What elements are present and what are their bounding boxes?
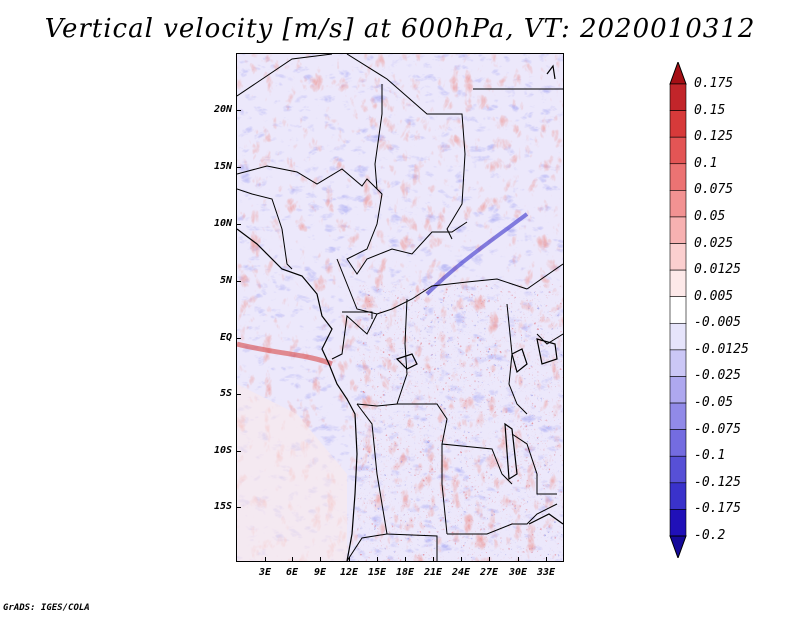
colorbar-swatch [669, 349, 687, 377]
colorbar-swatch [669, 216, 687, 244]
lon-label-12e: 12E [339, 567, 359, 578]
lon-label-15e: 15E [367, 567, 387, 578]
colorbar-swatch [669, 402, 687, 430]
lat-label-5s: 5S [219, 388, 232, 399]
convective-downdrafts [357, 284, 563, 561]
lon-tick [546, 557, 547, 562]
map-panel [236, 53, 564, 562]
colorbar-swatch [669, 243, 687, 271]
colorbar-label: 0.075 [694, 182, 734, 198]
lon-label-3e: 3E [258, 567, 272, 578]
colorbar-min-arrow [669, 535, 687, 558]
colorbar-label: -0.005 [694, 315, 741, 331]
colorbar [669, 62, 687, 558]
lat-tick [236, 224, 241, 225]
lon-label-24e: 24E [451, 567, 471, 578]
colorbar-swatch [669, 190, 687, 218]
colorbar-swatch [669, 269, 687, 298]
colorbar-label: 0.1 [694, 155, 718, 171]
lon-tick [265, 557, 266, 562]
lon-tick [518, 557, 519, 562]
lon-label-21e: 21E [423, 567, 443, 578]
lon-tick [489, 557, 490, 562]
colorbar-label: 0.005 [694, 288, 734, 304]
lat-label-15n: 15N [213, 161, 232, 172]
chart-title: Vertical velocity [m/s] at 600hPa, VT: 2… [44, 14, 756, 44]
lon-tick [292, 557, 293, 562]
coastline [237, 64, 563, 561]
colorbar-swatch [669, 509, 687, 537]
equatorial-band [237, 341, 333, 367]
lon-label-27e: 27E [479, 567, 499, 578]
lon-label-9e: 9E [313, 567, 327, 578]
credit-label: GrADS: IGES/COLA [3, 603, 90, 613]
vertical-velocity-field [237, 54, 563, 561]
colorbar-swatch [669, 429, 687, 457]
colorbar-swatch [669, 136, 687, 165]
lon-label-6e: 6E [285, 567, 299, 578]
colorbar-swatch [669, 376, 687, 404]
lat-tick [236, 338, 241, 339]
lon-label-18e: 18E [395, 567, 415, 578]
lat-tick [236, 507, 241, 508]
lon-tick [461, 557, 462, 562]
colorbar-label: -0.0125 [694, 341, 749, 357]
lat-tick [236, 167, 241, 168]
lon-tick [377, 557, 378, 562]
lat-label-5n: 5N [219, 275, 232, 286]
lat-tick [236, 110, 241, 111]
lon-tick [320, 557, 321, 562]
colorbar-label: -0.075 [694, 421, 741, 437]
colorbar-swatch [669, 322, 687, 351]
lat-label-eq: EQ [219, 332, 232, 343]
colorbar-swatch [669, 296, 687, 324]
colorbar-label: -0.1 [694, 448, 726, 464]
lon-tick [349, 557, 350, 562]
lat-tick [236, 281, 241, 282]
colorbar-label: -0.025 [694, 368, 741, 384]
colorbar-label: 0.125 [694, 129, 734, 145]
ocean-smooth-area [237, 384, 347, 561]
colorbar-label: 0.05 [694, 208, 726, 224]
colorbar-label: 0.025 [694, 235, 734, 251]
colorbar-label: -0.05 [694, 395, 734, 411]
colorbar-label: 0.15 [694, 102, 726, 118]
colorbar-swatch [669, 83, 687, 111]
colorbar-label: -0.175 [694, 501, 741, 517]
colorbar-label: 0.175 [694, 76, 734, 91]
lon-tick [405, 557, 406, 562]
colorbar-label: 0.0125 [694, 262, 741, 278]
descent-streak [425, 212, 529, 296]
lat-label-20n: 20N [213, 104, 232, 115]
colorbar-swatch [669, 455, 687, 484]
lon-label-33e: 33E [536, 567, 556, 578]
colorbar-max-arrow [669, 62, 687, 85]
colorbar-label: -0.2 [694, 528, 726, 543]
lat-tick [236, 451, 241, 452]
lon-label-30e: 30E [508, 567, 528, 578]
colorbar-label: -0.125 [694, 474, 741, 490]
lat-label-10n: 10N [213, 218, 232, 229]
colorbar-swatch [669, 110, 687, 138]
lon-tick [433, 557, 434, 562]
colorbar-swatch [669, 482, 687, 510]
country-boundaries [237, 54, 563, 561]
lat-tick [236, 394, 241, 395]
lat-label-10s: 10S [213, 445, 232, 456]
colorbar-swatch [669, 163, 687, 191]
lat-label-15s: 15S [213, 501, 232, 512]
